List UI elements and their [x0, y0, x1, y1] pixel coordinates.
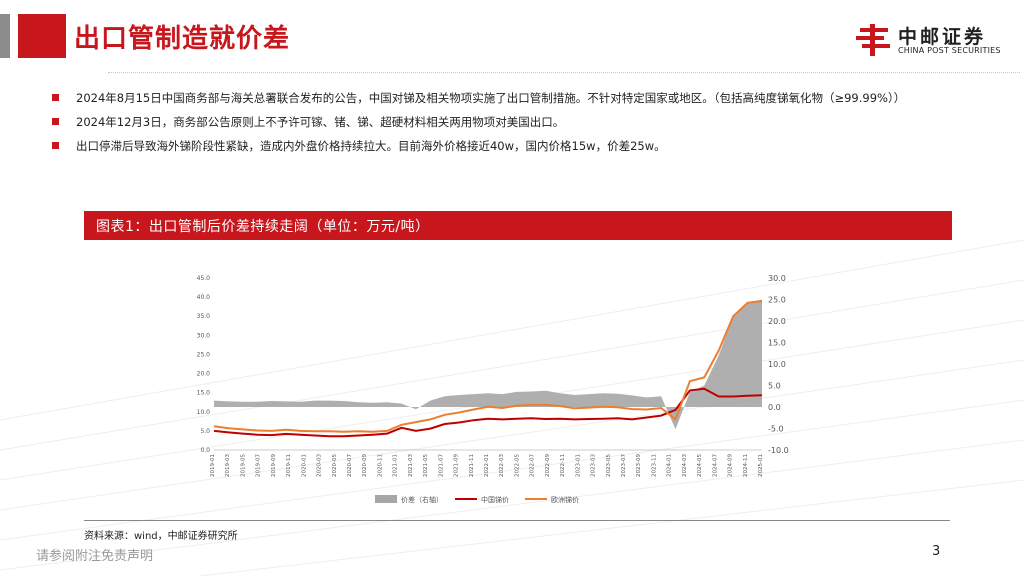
x-axis-tick-label: 2022-11 — [560, 454, 566, 477]
company-logo: 中邮证券 CHINA POST SECURITIES — [856, 20, 1016, 62]
x-axis-tick-label: 2022-07 — [530, 454, 536, 477]
x-axis-tick-label: 2023-05 — [606, 454, 612, 477]
x-axis-tick-label: 2025-01 — [758, 454, 764, 477]
x-axis-tick-label: 2023-03 — [591, 454, 597, 477]
right-axis-tick-label: 20.0 — [768, 317, 786, 326]
right-axis-tick-label: -10.0 — [768, 446, 789, 455]
x-axis-tick-label: 2023-07 — [621, 454, 627, 477]
x-axis-tick-label: 2021-11 — [469, 454, 475, 477]
x-axis-tick-label: 2020-01 — [301, 454, 307, 477]
x-axis-tick-label: 2024-11 — [743, 454, 749, 477]
left-axis-tick-label: 0.0 — [200, 447, 210, 454]
legend-label: 价差（右轴） — [401, 495, 443, 504]
left-axis-tick-label: 30.0 — [197, 332, 211, 339]
x-axis-tick-label: 2019-11 — [286, 454, 292, 477]
left-axis-tick-label: 45.0 — [197, 275, 211, 282]
bullet-item: 2024年12月3日，商务部公告原则上不予许可镓、锗、锑、超硬材料相关两用物项对… — [52, 110, 972, 134]
x-axis-tick-label: 2021-09 — [454, 454, 460, 477]
x-axis-tick-label: 2020-07 — [347, 454, 353, 477]
x-axis-tick-label: 2021-01 — [393, 454, 399, 477]
logo-english-name: CHINA POST SECURITIES — [898, 46, 1001, 55]
china-post-logo-icon — [856, 24, 890, 56]
right-axis-tick-label: 10.0 — [768, 360, 786, 369]
right-axis-tick-label: -5.0 — [768, 425, 784, 434]
figure-title: 图表1：出口管制后价差持续走阔（单位：万元/吨） — [96, 219, 430, 235]
x-axis-tick-label: 2019-05 — [240, 454, 246, 477]
x-axis-tick-label: 2022-09 — [545, 454, 551, 477]
source-divider — [84, 520, 950, 521]
x-axis-tick-label: 2020-09 — [362, 454, 368, 477]
x-axis-tick-label: 2024-03 — [682, 454, 688, 477]
left-axis-tick-label: 15.0 — [197, 390, 211, 397]
x-axis-tick-label: 2022-05 — [514, 454, 520, 477]
x-axis-tick-label: 2023-09 — [636, 454, 642, 477]
bullet-text: 2024年12月3日，商务部公告原则上不予许可镓、锗、锑、超硬材料相关两用物项对… — [76, 115, 565, 129]
legend-label: 中国锑价 — [481, 495, 509, 504]
header-divider — [108, 72, 1020, 73]
x-axis-tick-label: 2024-09 — [728, 454, 734, 477]
right-axis-tick-label: 30.0 — [768, 274, 786, 283]
bullet-text: 出口停滞后导致海外锑阶段性紧缺，造成内外盘价格持续拉大。目前海外价格接近40w，… — [76, 139, 666, 153]
header-accent-gray — [0, 14, 10, 58]
page-title: 出口管制造就价差 — [74, 24, 291, 54]
x-axis-tick-label: 2021-07 — [438, 454, 444, 477]
series-line-china — [213, 387, 763, 438]
x-axis-tick-label: 2023-11 — [651, 454, 657, 477]
x-axis-tick-label: 2021-03 — [408, 454, 414, 477]
x-axis-tick-label: 2024-01 — [667, 454, 673, 477]
x-axis-tick-label: 2019-07 — [256, 454, 262, 477]
bullet-marker — [52, 118, 59, 125]
left-axis-tick-label: 40.0 — [197, 294, 211, 301]
header-accent-red — [18, 14, 66, 58]
bullet-marker — [52, 94, 59, 101]
legend-swatch — [375, 495, 397, 503]
x-axis-tick-label: 2023-01 — [575, 454, 581, 477]
x-axis-tick-label: 2019-01 — [210, 454, 216, 477]
bullet-list: 2024年8月15日中国商务部与海关总署联合发布的公告，中国对锑及相关物项实施了… — [52, 86, 972, 158]
legend-label: 欧洲锑价 — [551, 495, 579, 504]
right-axis-tick-label: 25.0 — [768, 296, 786, 305]
left-axis-tick-label: 5.0 — [200, 428, 210, 435]
x-axis-tick-label: 2020-03 — [317, 454, 323, 477]
bullet-item: 2024年8月15日中国商务部与海关总署联合发布的公告，中国对锑及相关物项实施了… — [52, 86, 972, 110]
x-axis-tick-label: 2020-11 — [377, 454, 383, 477]
series-area-spread — [214, 299, 762, 430]
page-number: 3 — [932, 544, 941, 559]
right-axis-tick-label: 5.0 — [768, 382, 781, 391]
series-line-europe — [213, 299, 763, 433]
logo-chinese-name: 中邮证券 — [898, 26, 987, 48]
left-axis-tick-label: 35.0 — [197, 313, 211, 320]
left-axis-tick-label: 10.0 — [197, 409, 211, 416]
x-axis-tick-label: 2022-01 — [484, 454, 490, 477]
right-axis-tick-label: 15.0 — [768, 339, 786, 348]
x-axis-tick-label: 2022-03 — [499, 454, 505, 477]
x-axis-tick-label: 2019-03 — [225, 454, 231, 477]
bullet-marker — [52, 142, 59, 149]
source-note: 资料来源：wind，中邮证券研究所 — [84, 531, 238, 542]
x-axis-tick-label: 2024-07 — [712, 454, 718, 477]
x-axis-tick-label: 2020-05 — [332, 454, 338, 477]
figure-title-bar: 图表1：出口管制后价差持续走阔（单位：万元/吨） — [84, 211, 952, 240]
left-axis-tick-label: 20.0 — [197, 371, 211, 378]
disclaimer-text: 请参阅附注免责声明 — [36, 549, 154, 564]
x-axis-tick-label: 2019-09 — [271, 454, 277, 477]
x-axis-tick-label: 2024-05 — [697, 454, 703, 477]
bullet-text: 2024年8月15日中国商务部与海关总署联合发布的公告，中国对锑及相关物项实施了… — [76, 91, 906, 105]
x-axis-tick-label: 2021-05 — [423, 454, 429, 477]
right-axis-tick-label: 0.0 — [768, 403, 781, 412]
bullet-item: 出口停滞后导致海外锑阶段性紧缺，造成内外盘价格持续拉大。目前海外价格接近40w，… — [52, 134, 972, 158]
price-spread-chart: 45.0 40.0 35.0 30.0 25.0 20.0 15.0 10.0 5.0 0.0 30… — [197, 274, 789, 504]
left-axis-tick-label: 25.0 — [197, 351, 211, 358]
